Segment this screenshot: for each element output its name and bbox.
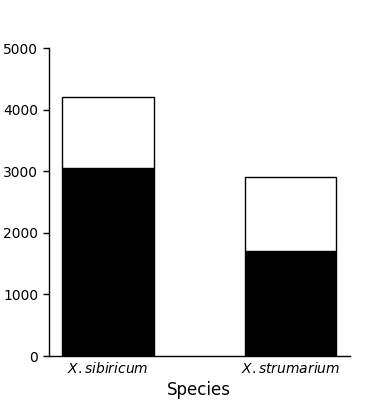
Bar xyxy=(245,177,336,251)
Bar xyxy=(62,97,154,168)
X-axis label: Species: Species xyxy=(167,382,231,400)
Bar xyxy=(245,251,336,356)
Bar xyxy=(62,168,154,356)
